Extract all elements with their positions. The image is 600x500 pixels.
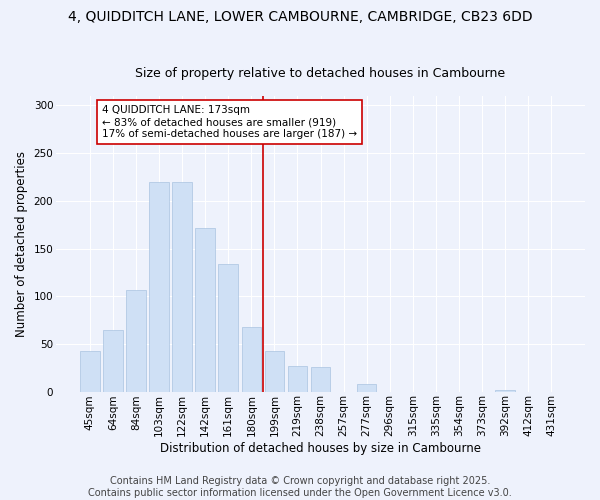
- Text: 4 QUIDDITCH LANE: 173sqm
← 83% of detached houses are smaller (919)
17% of semi-: 4 QUIDDITCH LANE: 173sqm ← 83% of detach…: [102, 106, 357, 138]
- X-axis label: Distribution of detached houses by size in Cambourne: Distribution of detached houses by size …: [160, 442, 481, 455]
- Bar: [242, 326, 261, 392]
- Bar: [265, 352, 284, 392]
- Bar: [196, 228, 215, 392]
- Y-axis label: Number of detached properties: Number of detached properties: [15, 150, 28, 336]
- Bar: [149, 182, 169, 392]
- Bar: [172, 182, 192, 392]
- Bar: [495, 390, 515, 392]
- Bar: [218, 264, 238, 392]
- Bar: [357, 384, 376, 392]
- Text: 4, QUIDDITCH LANE, LOWER CAMBOURNE, CAMBRIDGE, CB23 6DD: 4, QUIDDITCH LANE, LOWER CAMBOURNE, CAMB…: [68, 10, 532, 24]
- Bar: [80, 352, 100, 392]
- Title: Size of property relative to detached houses in Cambourne: Size of property relative to detached ho…: [136, 66, 506, 80]
- Bar: [311, 366, 331, 392]
- Bar: [103, 330, 123, 392]
- Bar: [126, 290, 146, 392]
- Text: Contains HM Land Registry data © Crown copyright and database right 2025.
Contai: Contains HM Land Registry data © Crown c…: [88, 476, 512, 498]
- Bar: [287, 366, 307, 392]
